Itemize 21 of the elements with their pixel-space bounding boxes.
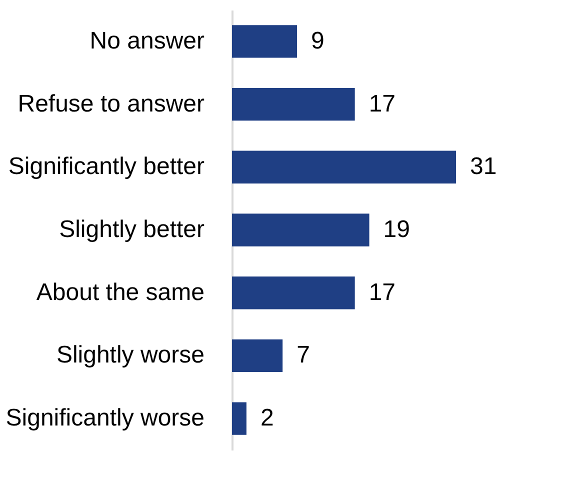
- y-tick-label: Slightly better: [59, 216, 205, 243]
- data-label: 9: [311, 27, 324, 54]
- bar: [232, 25, 298, 58]
- y-tick-label: Significantly better: [8, 153, 204, 180]
- data-label: 19: [383, 216, 410, 243]
- y-tick-label: About the same: [36, 278, 204, 306]
- y-tick-label: Refuse to answer: [18, 90, 205, 118]
- bar: [232, 339, 283, 372]
- y-tick-label: Slightly worse: [56, 342, 204, 369]
- bar: [232, 150, 456, 184]
- data-label: 2: [260, 404, 274, 432]
- y-tick-label: Significantly worse: [6, 404, 204, 432]
- bar: [232, 402, 246, 435]
- data-label: 31: [470, 153, 497, 180]
- data-label: 17: [368, 278, 396, 306]
- bar: [232, 276, 355, 310]
- data-label: 7: [296, 342, 310, 369]
- data-label: 17: [368, 90, 396, 118]
- bar: [232, 214, 370, 246]
- bar: [232, 88, 355, 121]
- y-tick-label: No answer: [90, 27, 205, 54]
